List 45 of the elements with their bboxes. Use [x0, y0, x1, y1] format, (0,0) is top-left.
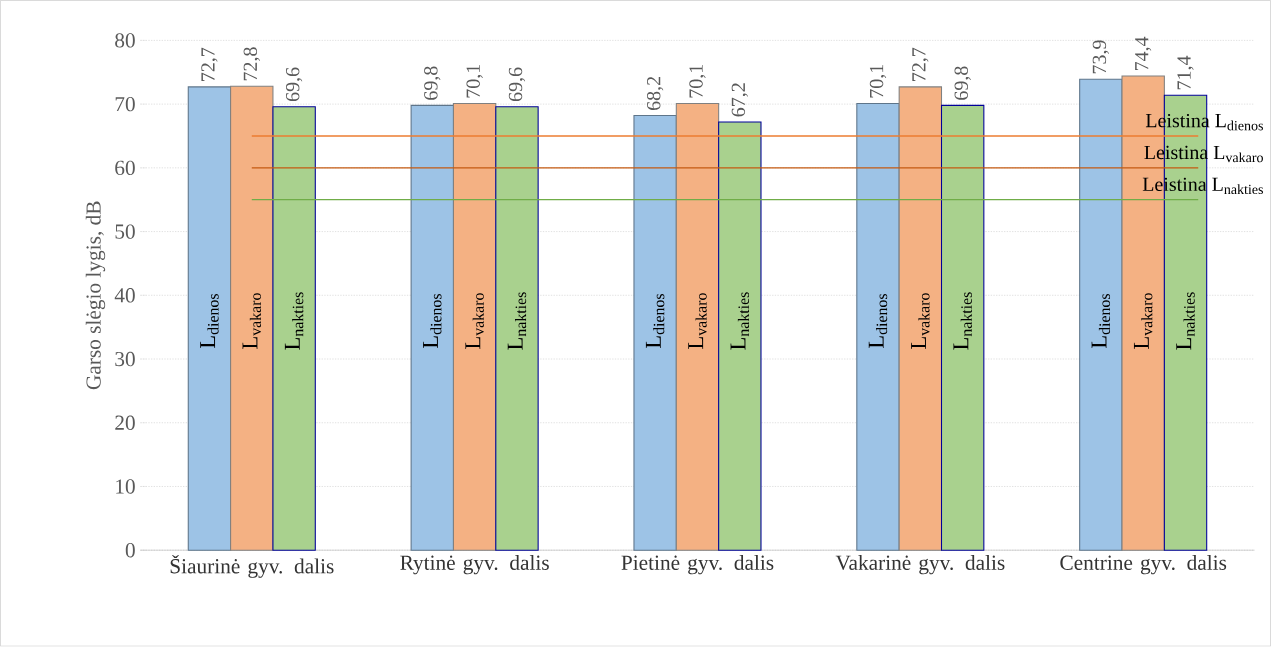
data-label: 73,9 — [1092, 40, 1109, 74]
text: L$_{nakties}$ — [507, 292, 527, 351]
x-tick-label: Centrine gyv. dalis — [1060, 555, 1227, 575]
y-tick-label: 60 — [115, 160, 135, 176]
y-tick-label: 0 — [125, 543, 135, 558]
data-label: 74,4 — [1135, 36, 1152, 71]
text: L$_{dienos}$ — [423, 294, 442, 349]
data-label: 70,1 — [689, 65, 706, 98]
y-tick-label: 70 — [115, 97, 135, 112]
data-label: 72,8 — [243, 47, 260, 81]
series-label: L$_{nakties}$ — [284, 292, 304, 351]
y-axis-title: Garso slėgio lygis, dB — [85, 201, 106, 390]
data-label: 72,7 — [201, 48, 218, 82]
data-label: 69,6 — [285, 67, 303, 102]
y-tick-label: 40 — [114, 288, 135, 303]
y-tick-label: 10 — [116, 479, 135, 494]
data-label: 70,1 — [869, 65, 887, 98]
text: L$_{dienos}$ — [645, 294, 665, 349]
x-tick-label: Šiaurinė gyv. dalis — [170, 555, 334, 579]
text: L$_{nakties}$ — [1176, 292, 1195, 351]
text: L$_{vakaro}$ — [911, 293, 930, 350]
series-label: L$_{vakaro}$ — [242, 293, 261, 350]
text: L$_{nakties}$ — [953, 292, 972, 351]
y-tick-label: 50 — [115, 224, 135, 239]
y-tick-label: 30 — [115, 352, 135, 367]
x-tick-label: Rytinė gyv. dalis — [400, 555, 549, 575]
text: L$_{vakaro}$ — [688, 293, 707, 350]
data-label: 67,2 — [731, 83, 748, 117]
y-tick-label: 80 — [115, 33, 135, 48]
data-label: 71,4 — [1177, 56, 1194, 90]
data-label: 69,8 — [424, 66, 441, 101]
data-label: 69,8 — [954, 66, 971, 101]
text: L$_{vakaro}$ — [1133, 293, 1153, 350]
x-tick-label: Vakarinė gyv. dalis — [835, 555, 1005, 575]
text: L$_{nakties}$ — [730, 292, 750, 351]
data-label: 69,6 — [508, 67, 526, 102]
text: L$_{dienos}$ — [1091, 294, 1111, 349]
series-label: L$_{dienos}$ — [200, 294, 219, 349]
text: L$_{vakaro}$ — [465, 293, 484, 350]
x-tick-label: Pietinė gyv. dalis — [621, 555, 774, 575]
data-label: 70,1 — [466, 65, 483, 98]
data-label: 72,7 — [912, 48, 929, 82]
text: L$_{dienos}$ — [868, 294, 888, 349]
data-label: 68,2 — [646, 77, 664, 111]
y-tick-label: 20 — [115, 415, 135, 431]
